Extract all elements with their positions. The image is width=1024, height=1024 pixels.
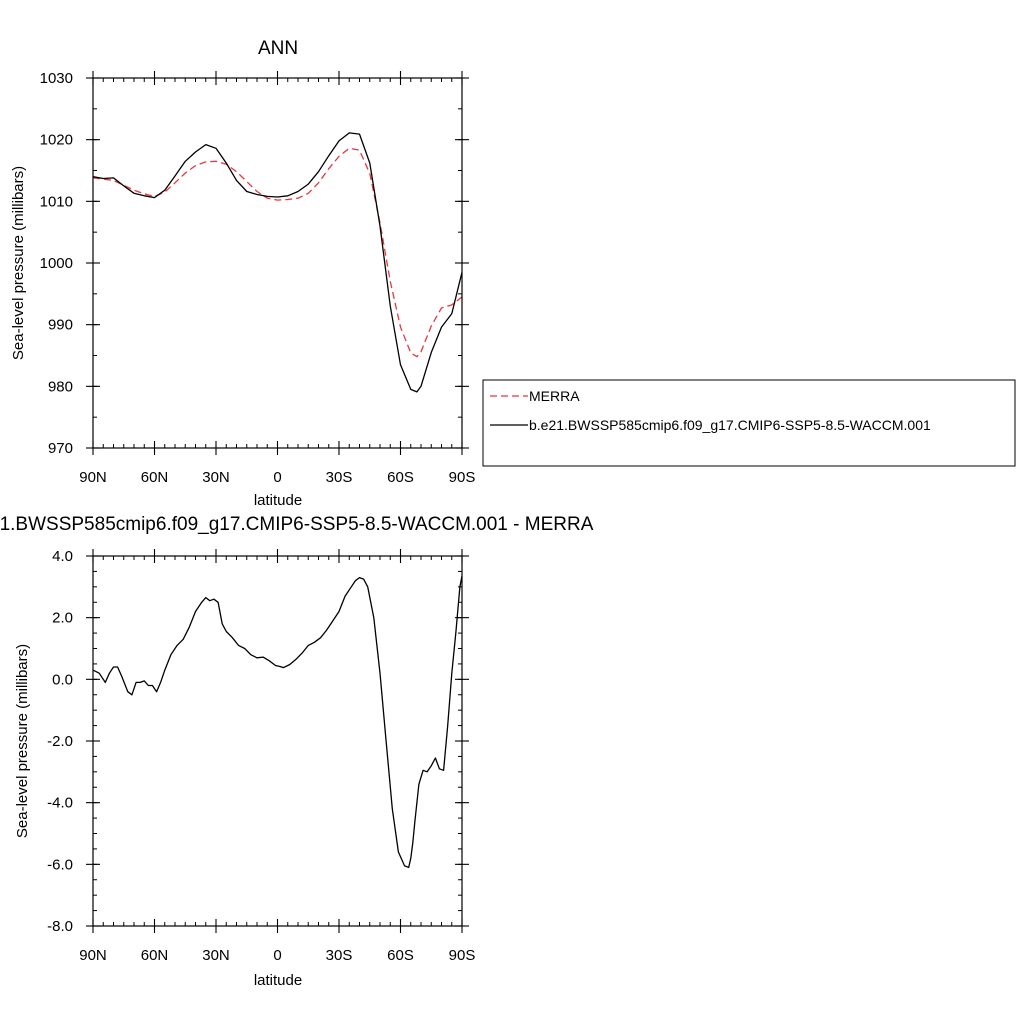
- legend-label-model: b.e21.BWSSP585cmip6.f09_g17.CMIP6-SSP5-8…: [529, 417, 931, 433]
- bottom-x-tick-label: 0: [273, 947, 281, 964]
- top-x-tick-label: 30S: [326, 469, 353, 486]
- top-x-axis-title: latitude: [254, 492, 302, 509]
- top-x-tick-label: 60S: [387, 469, 414, 486]
- bottom-x-tick-label: 60N: [141, 947, 169, 964]
- bottom-x-tick-label: 30N: [202, 947, 230, 964]
- bottom-plot-frame: [92, 555, 463, 927]
- bottom-x-tick-label: 30S: [326, 947, 353, 964]
- top-series-lines: [92, 132, 463, 393]
- bottom-x-tick-label: 90S: [449, 947, 476, 964]
- bottom-y-tick-label: 0.0: [52, 671, 73, 688]
- top-y-axis-title: Sea-level pressure (millibars): [10, 166, 27, 360]
- bottom-y-tick-label: -4.0: [47, 795, 73, 812]
- bottom-y-tick-label: -2.0: [47, 733, 73, 750]
- top-y-tick-label: 1020: [40, 132, 73, 149]
- top-y-tick-label: 1030: [40, 70, 73, 87]
- top-y-tick-label: 980: [48, 378, 73, 395]
- bottom-series-lines: [92, 575, 463, 869]
- top-series-line-merra: [92, 147, 463, 358]
- legend-box: [482, 379, 1016, 467]
- bottom-y-tick-label: 4.0: [52, 548, 73, 565]
- top-x-tick-label: 30N: [202, 469, 230, 486]
- bottom-y-axis-title: Sea-level pressure (millibars): [14, 644, 31, 838]
- bottom-minor-ticks: [92, 555, 463, 927]
- top-y-tick-label: 970: [48, 440, 73, 457]
- bottom-x-tick-label: 90N: [79, 947, 107, 964]
- top-y-tick-label: 1000: [40, 255, 73, 272]
- bottom-y-tick-label: -8.0: [47, 918, 73, 935]
- bottom-x-axis-title: latitude: [254, 972, 302, 989]
- top-x-tick-label: 0: [273, 469, 281, 486]
- top-series-line-model: [92, 132, 463, 393]
- legend-label-merra: MERRA: [529, 388, 580, 404]
- bottom-line-plot: b.e21.BWSSP585cmip6.f09_g17.CMIP6-SSP5-8…: [0, 514, 594, 989]
- top-plot-frame: [92, 77, 463, 449]
- legend: MERRA b.e21.BWSSP585cmip6.f09_g17.CMIP6-…: [482, 379, 1016, 467]
- bottom-plot-title: b.e21.BWSSP585cmip6.f09_g17.CMIP6-SSP5-8…: [0, 514, 594, 535]
- top-x-tick-label: 60N: [141, 469, 169, 486]
- top-y-tick-label: 1010: [40, 193, 73, 210]
- top-major-ticks: 970 980 990 1000 1010 1020 1030 90N 60N 30N 0 30S 60…: [40, 70, 476, 486]
- top-plot-title: ANN: [258, 38, 298, 59]
- bottom-series-line-difference: [92, 575, 463, 869]
- bottom-y-tick-label: 2.0: [52, 610, 73, 627]
- top-minor-ticks: [92, 77, 463, 449]
- top-x-tick-label: 90N: [79, 469, 107, 486]
- bottom-y-tick-label: -6.0: [47, 856, 73, 873]
- bottom-major-ticks: -8.0 -6.0 -4.0 -2.0 0.0 2.0 4.0 90N 60N 30N 0 30S 60…: [47, 548, 475, 964]
- bottom-x-tick-label: 60S: [387, 947, 414, 964]
- top-y-tick-label: 990: [48, 317, 73, 334]
- top-x-tick-label: 90S: [449, 469, 476, 486]
- top-line-plot: ANN 970 980 990 1000 1010 1020 1030 90N 60N 30N 0 3…: [10, 38, 1016, 509]
